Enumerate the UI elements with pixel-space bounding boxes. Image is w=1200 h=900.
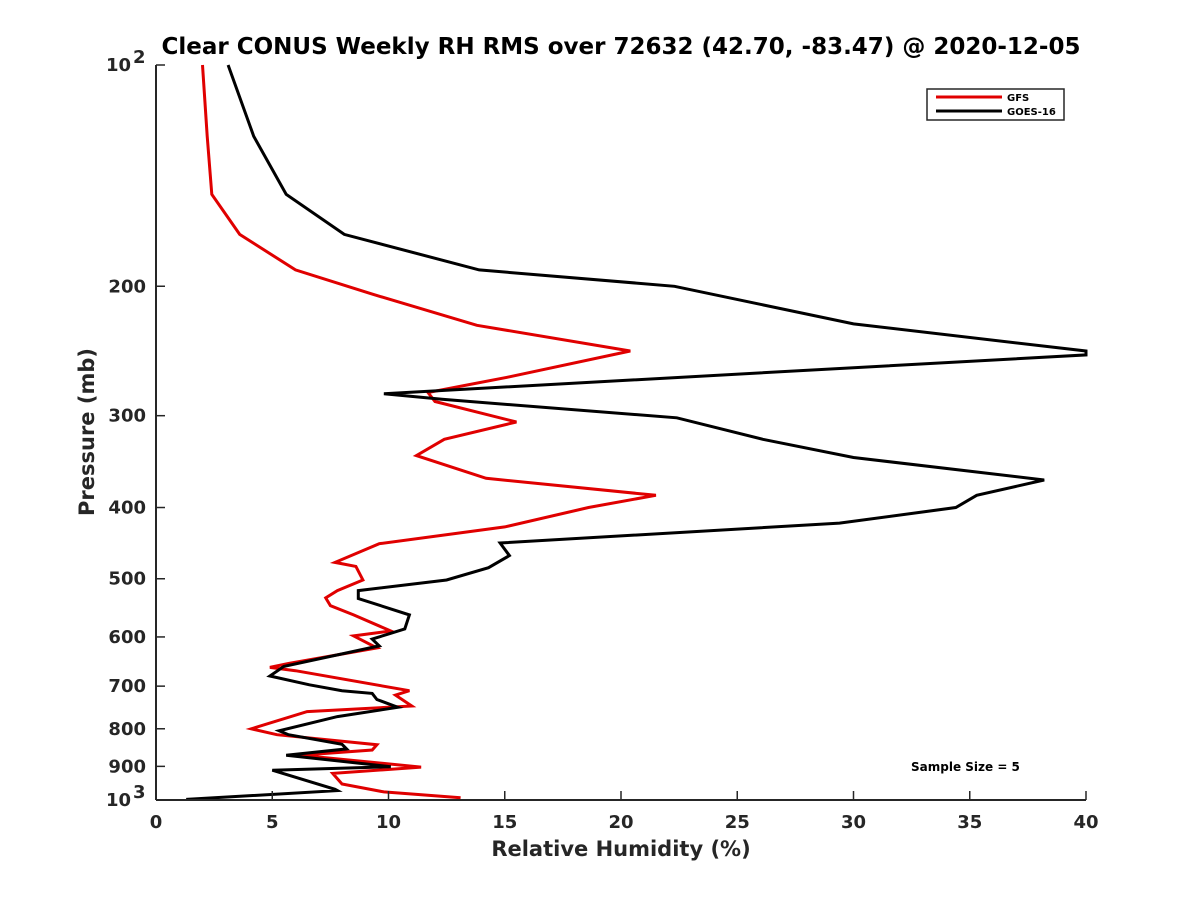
x-tick-label: 20 [608,812,633,833]
series-lines [186,64,1088,801]
y-tick-label: 10 [106,55,131,76]
y-tick-label: 200 [108,276,146,297]
y-tick-exponent: 3 [133,782,146,803]
y-tick-label: 10 [106,790,131,811]
y-tick-label: 800 [108,719,146,740]
y-axis-label: Pressure (mb) [75,348,99,516]
x-tick-label: 5 [266,812,279,833]
legend-label-goes16: GOES-16 [1007,107,1056,118]
y-tick-label: 300 [108,406,146,427]
axes-box [156,65,1086,800]
x-tick-label: 30 [841,812,866,833]
y-tick-label: 500 [108,569,146,590]
y-tick-label: 700 [108,676,146,697]
legend-box [926,88,1065,121]
chart-title: Clear CONUS Weekly RH RMS over 72632 (42… [162,34,1081,60]
x-tick-label: 40 [1073,812,1098,833]
x-tick-label: 15 [492,812,517,833]
sample-size-annotation: Sample Size = 5 [911,760,1020,774]
y-tick-label: 900 [108,756,146,777]
x-ticks: 0 5 10 15 20 25 30 35 40 [150,791,1099,833]
legend-label-gfs: GFS [1007,93,1029,104]
x-tick-label: 10 [376,812,401,833]
y-tick-label: 400 [108,498,146,519]
x-axis-label: Relative Humidity (%) [491,837,750,861]
x-tick-label: 25 [725,812,750,833]
series-line-gfs [201,64,657,800]
legend: GFS GOES-16 [926,88,1065,121]
y-tick-label: 600 [108,627,146,648]
x-tick-label: 35 [957,812,982,833]
x-tick-label: 0 [150,812,163,833]
series-line-goes-16 [186,64,1088,801]
plot-area: 0 5 10 15 20 25 30 35 40 10 220030040050060070080… [106,47,1099,833]
y-tick-exponent: 2 [133,47,146,68]
